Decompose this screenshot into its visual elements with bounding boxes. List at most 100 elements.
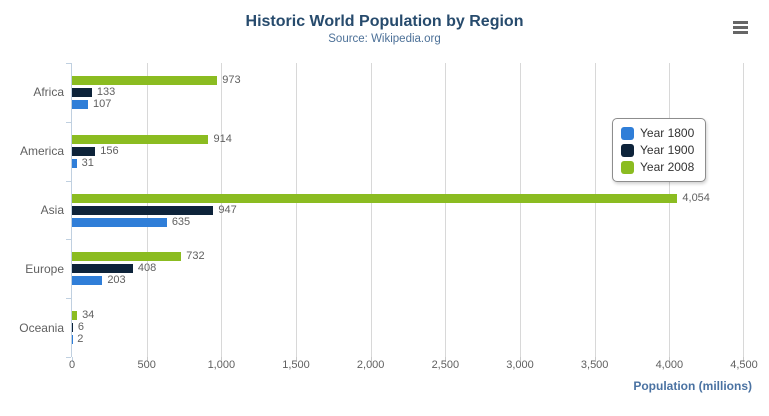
context-menu-button[interactable] [733, 21, 748, 34]
data-label-europe-year-2008: 732 [186, 250, 205, 263]
x-axis-tick-500 [147, 357, 148, 362]
legend-item-year-1900[interactable]: Year 1900 [621, 143, 694, 157]
x-axis-label-3000: 3,000 [506, 359, 534, 371]
bar-group-line: 31 [72, 156, 744, 169]
x-axis-tick-1000 [221, 357, 222, 362]
data-label-asia-year-1900: 947 [218, 203, 237, 216]
gridline-3000 [520, 63, 521, 357]
bar-europe-year-1800[interactable] [72, 276, 103, 286]
bar-group-line: 914 [72, 132, 744, 145]
legend-item-label: Year 2008 [640, 160, 695, 174]
data-label-asia-year-2008: 4,054 [682, 191, 710, 204]
x-axis-tick-3000 [520, 357, 521, 362]
bar-africa-year-1900[interactable] [72, 88, 92, 97]
bar-oceania-year-1900[interactable] [72, 323, 73, 333]
bar-asia-year-1900[interactable] [72, 205, 214, 215]
category-axis-tick [66, 357, 71, 358]
bar-group-line: 732 [72, 250, 744, 263]
x-axis-tick-4500 [743, 357, 744, 362]
bar-oceania-year-2008[interactable] [72, 311, 78, 321]
bar-group-line: 947 [72, 203, 744, 216]
data-label-europe-year-1900: 408 [137, 262, 157, 275]
bar-asia-year-1800[interactable] [72, 217, 167, 227]
category-axis-tick [66, 239, 71, 240]
bar-america-year-1900[interactable] [72, 146, 96, 156]
legend-item-year-1800[interactable]: Year 1800 [621, 126, 694, 140]
chart-title: Historic World Population by Region [245, 13, 524, 30]
x-axis-tick-0 [72, 357, 73, 362]
x-axis-label-500: 500 [137, 359, 156, 371]
bar-asia-year-2008[interactable] [72, 193, 678, 203]
x-axis-label-2000: 2,000 [356, 359, 385, 371]
gridline-1500 [296, 63, 297, 357]
category-axis-tick [66, 181, 71, 182]
bar-africa-year-2008[interactable] [72, 76, 218, 85]
legend-swatch-icon [621, 143, 634, 157]
category-row-europe: 732 408 203 [72, 239, 744, 298]
x-axis-label-1000: 1,000 [207, 359, 236, 371]
bar-group-line: 34 [72, 309, 744, 322]
data-label-america-year-2008: 914 [213, 132, 232, 145]
x-axis-tick-4000 [669, 357, 670, 362]
bar-africa-year-1800[interactable] [72, 100, 88, 109]
plot-area: 973 133 107 914 156 31 4,054 947 635 732 408 203 34 6… [72, 63, 744, 357]
category-axis-tick [66, 122, 71, 123]
legend-item-label: Year 1800 [640, 126, 695, 140]
y-axis-label-europe: Europe [25, 261, 64, 276]
data-label-america-year-1800: 31 [81, 156, 94, 169]
y-axis-label-oceania: Oceania [19, 320, 64, 335]
bar-america-year-1800[interactable] [72, 158, 77, 168]
bar-group-line: 408 [72, 262, 744, 275]
y-axis-label-africa: Africa [33, 85, 64, 100]
x-axis-tick-3500 [595, 357, 596, 362]
bar-group-line: 4,054 [72, 191, 744, 204]
category-axis-tick [66, 298, 71, 299]
category-row-africa: 973 133 107 [72, 63, 744, 122]
bar-group-line: 107 [72, 98, 744, 110]
category-row-america: 914 156 31 [72, 122, 744, 181]
gridline-1000 [221, 63, 222, 357]
gridline-4000 [669, 63, 670, 357]
bar-group-line: 635 [72, 215, 744, 228]
legend: Year 1800 Year 1900 Year 2008 [612, 118, 707, 182]
category-row-oceania: 34 6 2 [72, 298, 744, 357]
data-label-asia-year-1800: 635 [171, 215, 191, 228]
legend-swatch-icon [621, 160, 634, 174]
bar-group-line: 2 [72, 334, 744, 345]
y-axis-label-america: America [19, 144, 64, 159]
data-label-africa-year-2008: 973 [222, 74, 241, 86]
x-axis-label-0: 0 [68, 359, 76, 371]
bar-group-line: 973 [72, 74, 744, 86]
x-axis-tick-2000 [371, 357, 372, 362]
bar-group-line: 133 [72, 86, 744, 98]
category-row-asia: 4,054 947 635 [72, 181, 744, 240]
data-label-america-year-1900: 156 [100, 144, 119, 157]
category-axis-tick [66, 63, 71, 64]
hamburger-menu-icon [733, 21, 748, 34]
gridline-4500 [743, 63, 744, 357]
bar-group-line: 6 [72, 321, 744, 334]
gridline-3500 [595, 63, 596, 357]
data-label-europe-year-1800: 203 [107, 274, 126, 287]
legend-swatch-icon [621, 126, 634, 140]
data-label-africa-year-1800: 107 [92, 98, 112, 110]
data-label-oceania-year-1900: 6 [77, 321, 85, 334]
bar-europe-year-2008[interactable] [72, 252, 182, 262]
data-label-oceania-year-2008: 34 [82, 309, 95, 322]
x-axis-title: Population (millions) [633, 379, 752, 393]
x-axis-label-4000: 4,000 [655, 359, 684, 371]
bar-group-line: 203 [72, 274, 744, 287]
data-label-africa-year-1900: 133 [96, 86, 116, 98]
x-axis-label-2500: 2,500 [431, 359, 460, 371]
gridline-2000 [371, 63, 372, 357]
y-axis-label-asia: Asia [40, 202, 64, 217]
bar-america-year-2008[interactable] [72, 134, 209, 144]
x-axis-label-1500: 1,500 [282, 359, 310, 371]
bar-europe-year-1900[interactable] [72, 264, 133, 274]
legend-item-year-2008[interactable]: Year 2008 [621, 160, 694, 174]
x-axis-tick-2500 [445, 357, 446, 362]
legend-item-label: Year 1900 [640, 143, 695, 157]
x-axis-label-4500: 4,500 [730, 359, 758, 371]
x-axis-label-3500: 3,500 [580, 359, 609, 371]
